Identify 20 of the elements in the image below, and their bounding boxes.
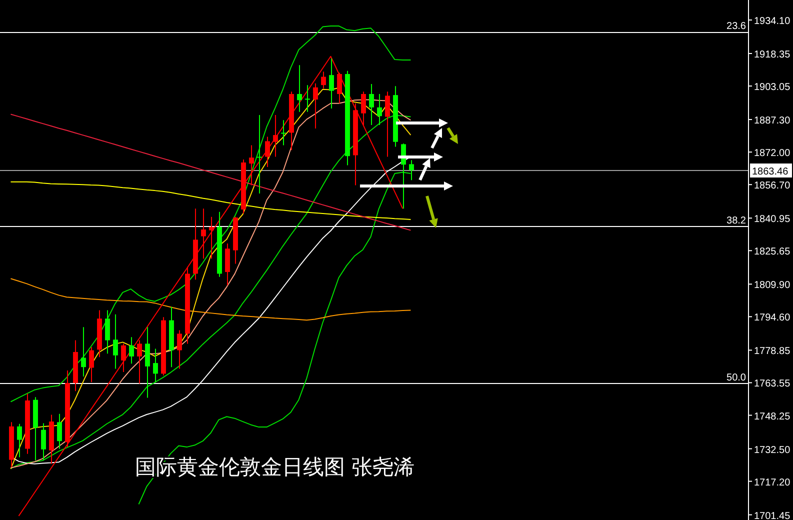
y-tick-label: 1763.55 <box>754 378 791 390</box>
y-tick-label: 1887.30 <box>754 116 791 127</box>
y-tick-label: 1856.70 <box>754 180 791 192</box>
y-tick-label: 1840.95 <box>754 214 791 226</box>
annotation: 38.2 <box>726 215 746 226</box>
y-tick-label: 1918.35 <box>754 49 791 60</box>
y-tick-label: 1903.05 <box>754 82 791 94</box>
y-tick-label: 1794.60 <box>754 312 791 324</box>
ref-line-label: 1863.46 <box>752 166 789 178</box>
y-tick-label: 1778.85 <box>754 346 791 358</box>
y-tick-label: 1717.20 <box>754 477 791 488</box>
y-tick-label: 1934.10 <box>754 16 791 27</box>
y-tick-label: 1809.90 <box>754 280 791 292</box>
y-tick-label: 1732.50 <box>754 444 791 456</box>
annotation: 23.6 <box>726 21 746 32</box>
annotation: 50.0 <box>726 372 746 384</box>
y-tick-label: 1748.25 <box>754 411 791 422</box>
y-tick-label: 1825.65 <box>754 246 791 258</box>
y-tick-label: 1872.00 <box>754 148 791 160</box>
y-tick-label: 1701.45 <box>754 510 791 520</box>
